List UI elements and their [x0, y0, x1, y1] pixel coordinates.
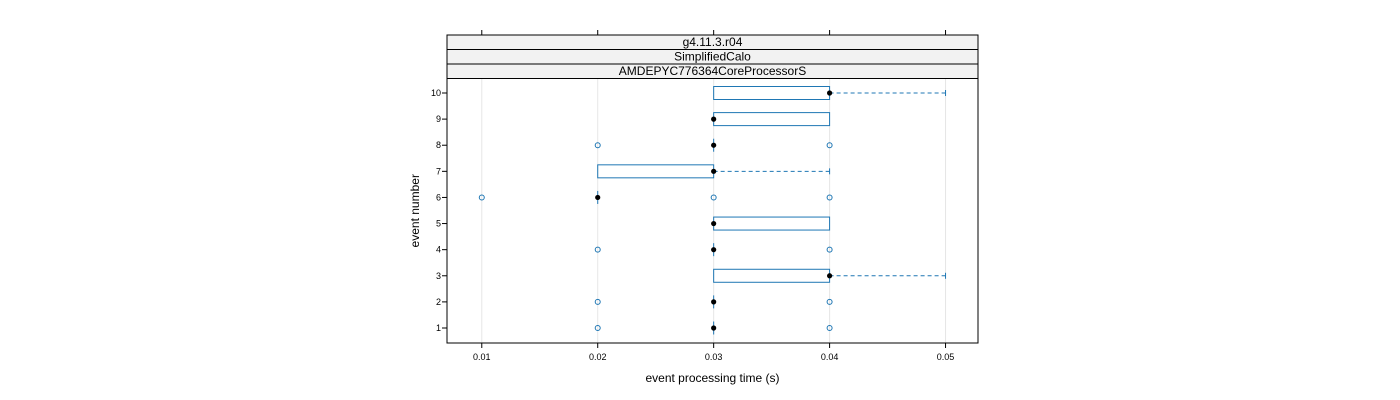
median-point — [595, 194, 601, 201]
outlier-point — [594, 325, 601, 331]
outlier-point — [826, 246, 833, 253]
outlier-point — [826, 298, 833, 305]
box-event-2 — [594, 295, 833, 309]
box-event-9 — [711, 112, 831, 127]
strip-label: g4.11.3.r04 — [683, 35, 743, 49]
x-tick-label: 0.02 — [589, 352, 607, 362]
y-tick-label: 3 — [436, 271, 441, 281]
y-tick-label: 2 — [436, 297, 441, 307]
x-tick-label: 0.01 — [473, 352, 491, 362]
x-tick-label: 0.04 — [821, 352, 839, 362]
median-point — [711, 299, 717, 305]
boxes — [478, 86, 947, 335]
panel-border — [446, 34, 979, 344]
y-tick-label: 6 — [436, 192, 441, 202]
y-tick-label: 5 — [436, 219, 441, 229]
y-tick-label: 10 — [431, 88, 441, 98]
iqr-box — [713, 86, 831, 100]
box-event-5 — [711, 216, 831, 231]
outlier-point — [594, 246, 601, 253]
median-point — [711, 325, 717, 331]
strip-label: AMDEPYC776364CoreProcessorS — [619, 64, 806, 78]
outlier-point — [710, 194, 717, 201]
box-event-8 — [594, 138, 833, 152]
outlier-point — [478, 194, 485, 201]
x-tick-label: 0.03 — [705, 352, 723, 362]
x-tick-label: 0.05 — [937, 352, 955, 362]
strip-headers: g4.11.3.r04SimplifiedCaloAMDEPYC776364Co… — [446, 34, 979, 79]
box-event-10 — [713, 86, 947, 100]
median-point — [826, 90, 833, 96]
y-axis-title: event number — [408, 174, 422, 247]
y-tick-label: 4 — [436, 245, 441, 255]
strip-label: SimplifiedCalo — [674, 50, 751, 64]
outlier-point — [826, 194, 833, 201]
median-point — [711, 142, 717, 148]
box-event-4 — [594, 243, 833, 257]
iqr-box — [597, 164, 715, 179]
y-tick-label: 8 — [436, 140, 441, 150]
x-axis-title: event processing time (s) — [645, 371, 779, 385]
y-tick-label: 7 — [436, 166, 441, 176]
median-point — [711, 116, 717, 122]
box-event-7 — [597, 164, 831, 179]
y-tick-label: 1 — [436, 323, 441, 333]
outlier-point — [594, 142, 601, 149]
axes: 0.01 0.02 0.03 0.04 0.05 1 2 3 4 5 6 7 8 9 10 — [431, 30, 954, 362]
box-event-1 — [594, 321, 833, 335]
median-point — [711, 220, 717, 227]
median-point — [711, 247, 717, 253]
median-point — [826, 273, 833, 279]
iqr-box — [713, 112, 831, 127]
outlier-point — [826, 142, 833, 149]
outlier-point — [594, 298, 601, 305]
iqr-box — [713, 216, 831, 231]
iqr-box — [713, 268, 831, 283]
y-tick-label: 9 — [436, 114, 441, 124]
median-point — [711, 168, 717, 174]
box-event-6 — [478, 190, 833, 204]
outlier-point — [826, 325, 833, 331]
box-event-3 — [713, 268, 947, 283]
